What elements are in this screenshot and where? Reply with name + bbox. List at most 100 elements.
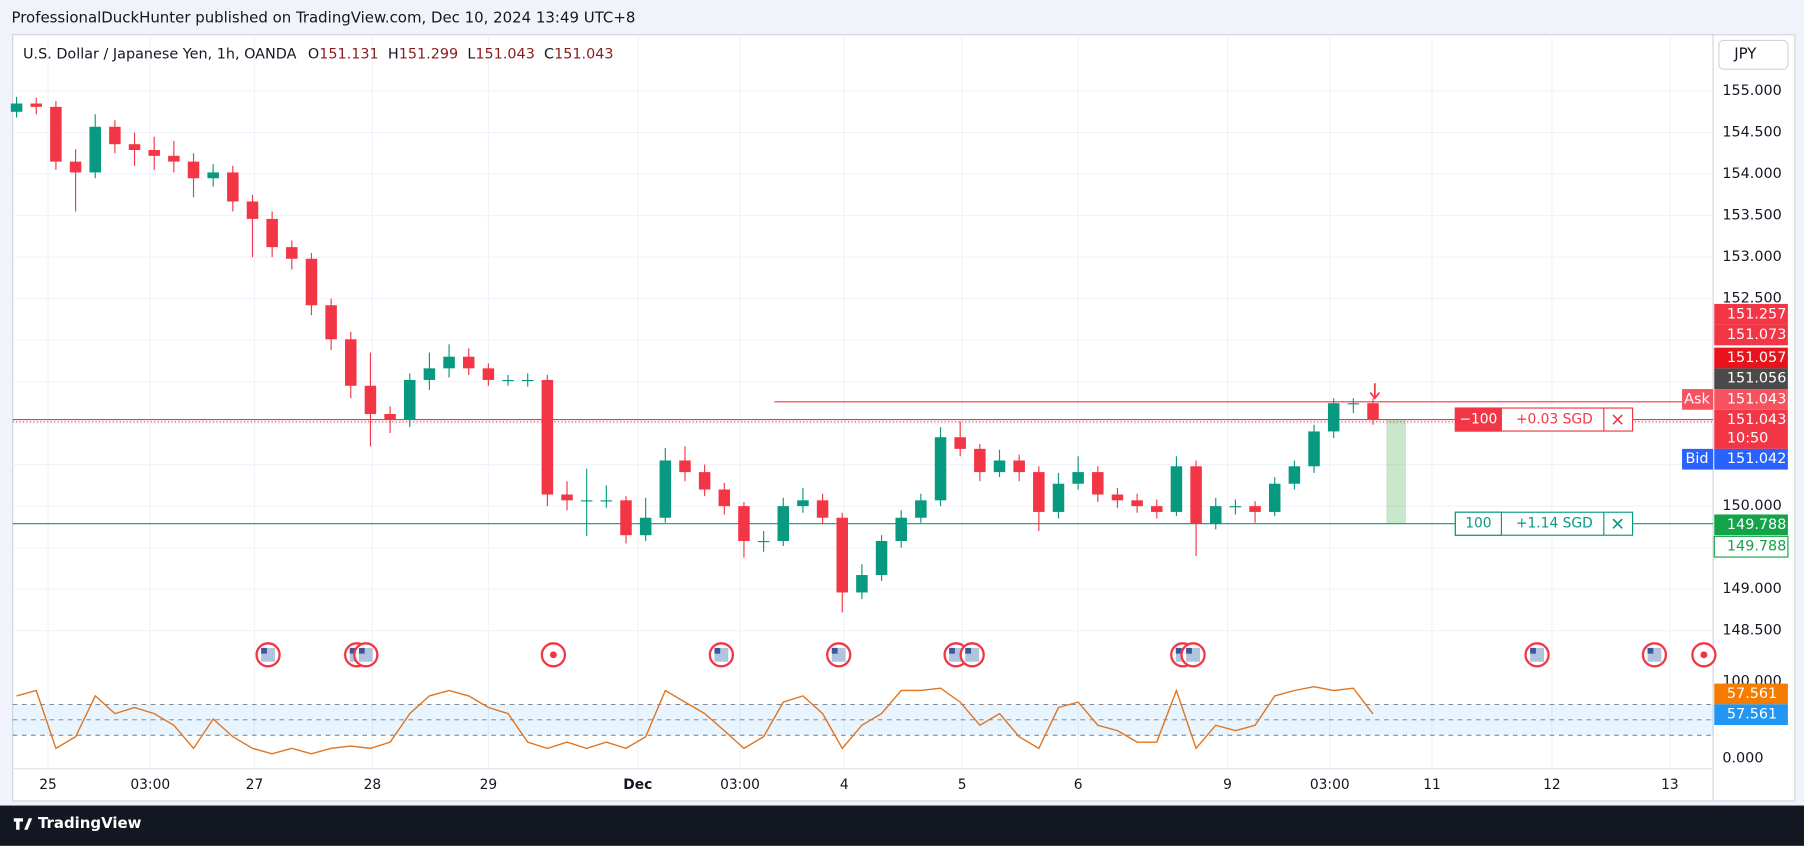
publisher-line: ProfessionalDuckHunter published on Trad… — [12, 9, 636, 27]
footer-bar — [0, 805, 1804, 846]
candle-body — [148, 150, 160, 156]
event-flag-canton — [831, 647, 838, 654]
candle-body — [325, 305, 337, 340]
candle-body — [384, 413, 396, 420]
candle-body — [816, 500, 829, 518]
candle-body — [69, 161, 82, 173]
x-tick-label: 13 — [1661, 777, 1679, 793]
x-tick-label: 9 — [1223, 777, 1232, 793]
candle-body — [580, 500, 593, 502]
candle-body — [1347, 403, 1360, 405]
price-badge-label: 151.257 — [1727, 306, 1786, 322]
order-qty[interactable]: 100 — [1465, 516, 1491, 532]
candle-body — [974, 448, 986, 473]
candle-body — [659, 460, 672, 518]
ohlc-key: L — [467, 46, 475, 62]
candle-body — [1092, 472, 1104, 495]
candle-body — [1111, 494, 1124, 501]
candle-body — [1131, 500, 1143, 507]
y-tick-label: 154.000 — [1722, 166, 1781, 182]
candle-body — [875, 540, 888, 576]
candle-body — [1367, 403, 1379, 420]
candle-body — [443, 356, 455, 369]
candle-body — [404, 379, 416, 420]
y-tick-label: 150.000 — [1722, 498, 1781, 514]
candle-body — [541, 379, 554, 495]
candle-body — [207, 172, 219, 179]
candle-body — [266, 218, 278, 248]
price-badge — [1714, 324, 1788, 346]
ohlc-key: H — [388, 46, 399, 62]
candle-body — [89, 126, 101, 173]
candle-body — [1268, 483, 1281, 512]
price-badge — [1714, 389, 1788, 410]
currency-button[interactable] — [1718, 39, 1789, 70]
candle-body — [738, 506, 750, 541]
price-badge — [1714, 368, 1788, 390]
ohlc-key: O — [308, 46, 319, 62]
price-badge — [1713, 535, 1789, 558]
event-flag-canton — [965, 647, 972, 654]
candle-body — [915, 500, 927, 518]
candle-body — [1209, 506, 1222, 524]
countdown: 10:50 — [1727, 431, 1768, 447]
event-flag-canton — [261, 647, 267, 654]
candle-body — [1249, 506, 1261, 512]
y-tick-label: 153.000 — [1722, 249, 1781, 265]
candle-body — [1052, 483, 1065, 512]
candle-body — [561, 494, 573, 501]
x-tick-label: 11 — [1423, 777, 1441, 793]
order-qty-box[interactable] — [1454, 511, 1502, 536]
x-tick-label: 27 — [246, 777, 264, 793]
candle-body — [797, 500, 809, 507]
price-badge-label: 151.042 — [1727, 451, 1786, 467]
target-zone — [1386, 419, 1406, 524]
badge-tag — [1682, 448, 1714, 470]
candle-body — [1308, 431, 1320, 467]
candle-body — [718, 489, 731, 507]
y-tick-label: 155.000 — [1722, 83, 1781, 99]
x-tick-label: 03:00 — [130, 777, 170, 793]
brand: TradingView — [38, 814, 142, 832]
candle-body — [168, 155, 180, 162]
order-qty-box[interactable] — [1454, 407, 1502, 432]
candle-body — [50, 106, 62, 162]
event-dot — [1700, 651, 1708, 659]
order-pnl: +0.03 SGD — [1516, 412, 1593, 428]
x-tick-label: 28 — [364, 777, 382, 793]
x-tick-label: 4 — [840, 777, 849, 793]
legend: U.S. Dollar / Japanese Yen, 1h, OANDA O15… — [23, 46, 614, 62]
price-badge-label: 149.788 — [1727, 517, 1786, 533]
candle-body — [1072, 472, 1084, 484]
candle-body — [423, 368, 436, 380]
candle-body — [895, 517, 907, 541]
order-close[interactable] — [1612, 414, 1623, 425]
event-flag-canton — [358, 647, 365, 654]
y-tick-label: 149.000 — [1722, 581, 1781, 597]
price-badge-label: 151.056 — [1727, 371, 1786, 387]
candle-body — [639, 517, 652, 536]
y-tick-label: 153.500 — [1722, 208, 1781, 224]
ohlc-value: 151.043 — [475, 46, 534, 62]
rsi-line — [16, 685, 1374, 755]
order-close[interactable] — [1612, 518, 1623, 529]
chart-layer: 25 03:00 27 28 29 Dec 03:00 4 5 6 9 03:00 11 12 13 155.… — [10, 34, 1789, 793]
candle-body — [954, 437, 966, 449]
ohlc-key: C — [544, 46, 554, 62]
y-tick-label: 154.500 — [1722, 125, 1781, 141]
candle-body — [1170, 466, 1183, 512]
event-flag-canton — [949, 647, 955, 654]
candle-body — [1288, 466, 1301, 484]
candle-body — [620, 500, 632, 536]
candle-body — [10, 103, 23, 112]
candle-body — [856, 575, 868, 593]
order-pnl: +1.14 SGD — [1516, 516, 1593, 532]
currency-label[interactable]: JPY — [1733, 44, 1757, 62]
candle-body — [777, 506, 790, 541]
order-qty[interactable]: −100 — [1459, 412, 1497, 428]
x-tick-label: 25 — [39, 777, 57, 793]
candle-body — [227, 172, 239, 202]
candle-body — [109, 126, 121, 145]
badge-tag-label: Bid — [1686, 451, 1709, 467]
rsi-badge-label: 57.561 — [1727, 707, 1777, 723]
